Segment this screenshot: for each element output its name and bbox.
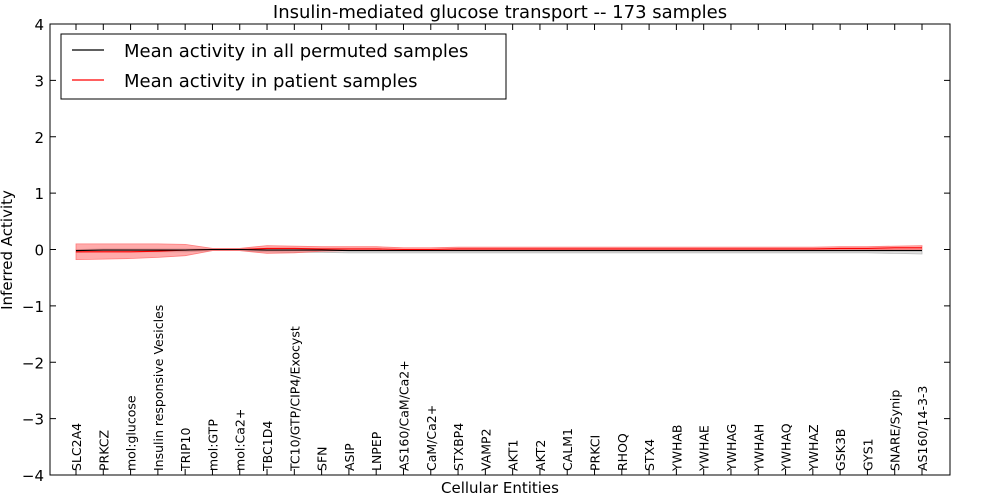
x-tick-label-17: AKT2: [533, 440, 548, 471]
y-tick-label-4: 0: [34, 242, 44, 260]
x-tick-label-7: TBC1D4: [260, 421, 275, 472]
x-tick-label-19: PRKCI: [588, 435, 603, 471]
y-tick-label-2: 2: [34, 129, 44, 147]
legend-box: [60, 33, 507, 100]
x-tick-label-2: mol:glucose: [124, 395, 139, 471]
x-tick-label-25: YWHAH: [751, 424, 766, 472]
y-tick-label-8: −4: [22, 467, 44, 485]
x-tick-label-21: STX4: [642, 439, 657, 471]
x-tick-label-28: GSK3B: [833, 429, 848, 471]
y-axis-label: Inferred Activity: [0, 190, 16, 310]
y-tick-label-1: 3: [34, 72, 44, 90]
chart-title: Insulin-mediated glucose transport -- 17…: [273, 2, 727, 23]
x-tick-label-1: PRKCZ: [96, 430, 111, 471]
x-tick-label-16: AKT1: [506, 440, 521, 471]
x-tick-label-8: TC10/GTP/CIP4/Exocyst: [287, 326, 302, 472]
x-tick-label-0: SLC2A4: [69, 423, 84, 471]
x-tick-label-18: CALM1: [560, 428, 575, 471]
x-axis-label: Cellular Entities: [441, 479, 559, 497]
y-tick-label-6: −2: [22, 354, 44, 372]
y-tick-label-3: 1: [34, 185, 44, 203]
x-tick-label-3: Insulin responsive Vesicles: [151, 305, 166, 471]
y-axis: 4 3 2 1 0 −1 −2 −3 −4: [22, 16, 950, 485]
plot-area: [75, 243, 923, 261]
x-tick-label-12: AS160/CaM/Ca2+: [397, 360, 412, 471]
x-tick-label-29: GYS1: [860, 438, 875, 471]
x-tick-label-31: AS160/14-3-3: [915, 386, 930, 471]
x-tick-label-13: CaM/Ca2+: [424, 405, 439, 471]
y-tick-label-0: 4: [34, 16, 44, 34]
x-tick-label-9: SFN: [315, 447, 330, 471]
x-tick-label-20: RHOQ: [615, 433, 630, 471]
y-tick-label-5: −1: [22, 298, 44, 316]
x-tick-label-23: YWHAE: [697, 425, 712, 472]
x-tick-label-4: TRIP10: [178, 428, 193, 472]
legend: Mean activity in all permuted samples Me…: [60, 33, 507, 100]
x-tick-label-22: YWHAB: [669, 424, 684, 472]
x-tick-label-26: YWHAQ: [779, 423, 794, 472]
x-tick-label-5: mol:GTP: [206, 419, 221, 471]
x-tick-label-6: mol:Ca2+: [233, 409, 248, 471]
y-tick-label-7: −3: [22, 411, 44, 429]
x-axis: SLC2A4 PRKCZ mol:glucose Insulin responsive…: [69, 24, 930, 475]
legend-label-patient: Mean activity in patient samples: [124, 71, 418, 92]
x-tick-label-27: YWHAZ: [806, 424, 821, 472]
line-series-0: [75, 248, 922, 252]
x-tick-label-30: SNARE/Synip: [888, 390, 903, 471]
x-tick-label-10: ASIP: [342, 443, 357, 471]
x-tick-label-11: LNPEP: [369, 431, 384, 471]
legend-label-permuted: Mean activity in all permuted samples: [124, 41, 468, 62]
x-tick-label-15: VAMP2: [478, 428, 493, 471]
x-tick-label-24: YWHAG: [724, 424, 739, 472]
x-tick-label-14: STXBP4: [451, 423, 466, 471]
